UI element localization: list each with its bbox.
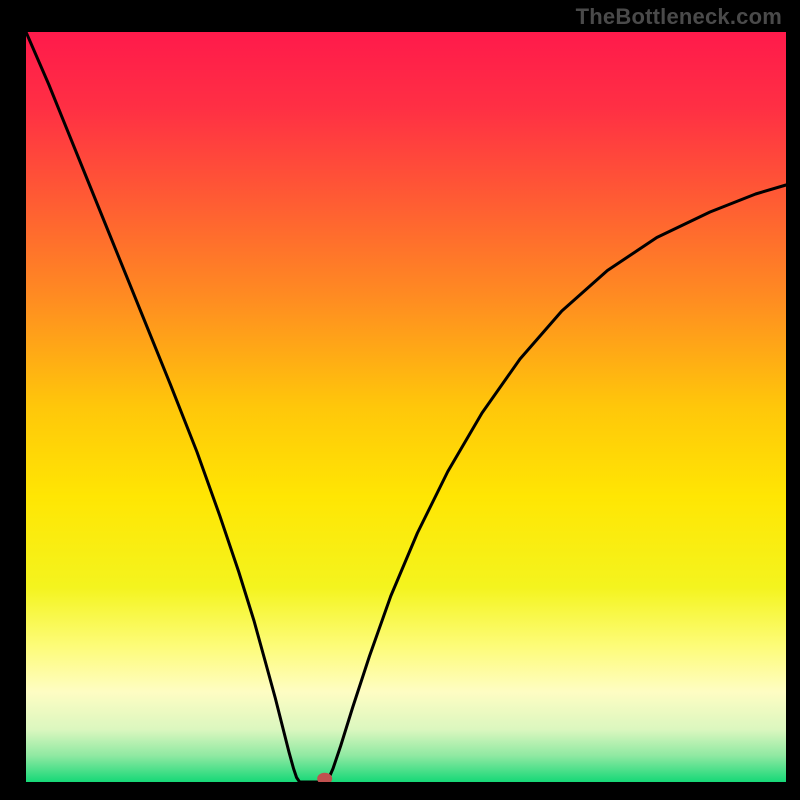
bottleneck-chart-svg xyxy=(26,32,786,782)
chart-frame: TheBottleneck.com xyxy=(0,0,800,800)
watermark-text: TheBottleneck.com xyxy=(576,4,782,30)
optimum-marker xyxy=(318,773,332,782)
plot-area xyxy=(26,32,786,782)
chart-background xyxy=(26,32,786,782)
